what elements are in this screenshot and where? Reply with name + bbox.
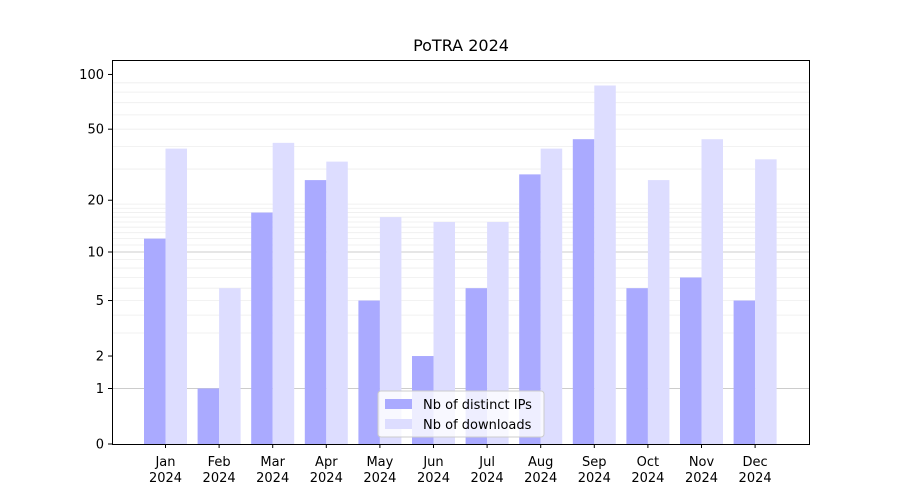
y-tick-label: 20 [87,194,104,209]
bar-downloads [219,288,241,444]
bar-distinct-ips [733,300,756,444]
y-tick-label: 10 [87,246,104,261]
bar-downloads [272,142,295,444]
bar-downloads [594,85,616,444]
x-tick-label-month: Dec [743,455,768,470]
x-tick-label-month: Jun [422,455,443,470]
x-tick-label-year: 2024 [363,471,396,486]
chart-title: PoTRA 2024 [413,36,509,55]
x-tick-label-year: 2024 [417,471,450,486]
bar-distinct-ips [358,300,380,444]
x-tick-label-month: May [366,455,393,470]
x-tick-label-year: 2024 [203,471,236,486]
bar-distinct-ips [197,388,220,444]
x-tick-label-year: 2024 [149,471,182,486]
bar-downloads [326,161,348,444]
legend-swatch [385,399,412,409]
x-tick-label-year: 2024 [310,471,343,486]
bar-distinct-ips [572,139,595,444]
x-tick-label-month: Feb [208,455,231,470]
x-tick-label-year: 2024 [471,471,504,486]
bar-downloads [379,217,402,444]
x-tick-label-year: 2024 [256,471,289,486]
x-tick-label-month: Mar [260,455,285,470]
y-tick-label: 5 [96,294,104,309]
y-tick-label: 50 [87,123,104,138]
legend-box [377,390,545,438]
y-axis: 0 1 2 5 10 20 50 100 [79,68,112,453]
legend-label: Nb of distinct IPs [423,398,532,413]
legend-swatch [385,419,412,429]
x-tick-label-year: 2024 [685,471,718,486]
bars [144,85,777,444]
x-tick-label-month: Sep [582,455,607,470]
x-tick-label-month: Nov [689,455,715,470]
x-tick-label-year: 2024 [739,471,772,486]
x-tick-label-month: Jul [478,455,495,470]
x-tick-label-month: Aug [528,455,553,470]
bar-downloads [487,221,509,444]
y-tick-label: 100 [79,68,104,83]
x-tick-label-year: 2024 [578,471,611,486]
bar-distinct-ips [304,180,327,444]
y-tick-label: 2 [96,350,104,365]
bar-downloads [433,221,455,444]
x-axis: Jan2024Feb2024Mar2024Apr2024May2024Jun20… [149,444,772,486]
x-tick-label-year: 2024 [524,471,557,486]
bar-distinct-ips [251,212,273,444]
legend-label: Nb of downloads [423,418,532,433]
x-tick-label-month: Oct [637,455,659,470]
y-tick-label: 0 [96,438,104,453]
grid-lines [112,82,809,389]
bar-downloads [701,139,723,444]
bar-distinct-ips [144,238,166,444]
plot-frame [112,60,810,445]
y-tick-label: 1 [96,382,104,397]
x-tick-label-month: Jan [154,455,175,470]
bar-distinct-ips [626,288,648,444]
bar-downloads [165,148,187,444]
bar-downloads [647,180,670,444]
bar-downloads [540,148,563,444]
bar-downloads [755,159,777,444]
bar-distinct-ips [680,277,702,444]
x-tick-label-year: 2024 [631,471,664,486]
x-tick-label-month: Apr [315,455,338,470]
legend: Nb of distinct IPs Nb of downloads [377,390,545,438]
bar-distinct-ips [519,174,541,444]
